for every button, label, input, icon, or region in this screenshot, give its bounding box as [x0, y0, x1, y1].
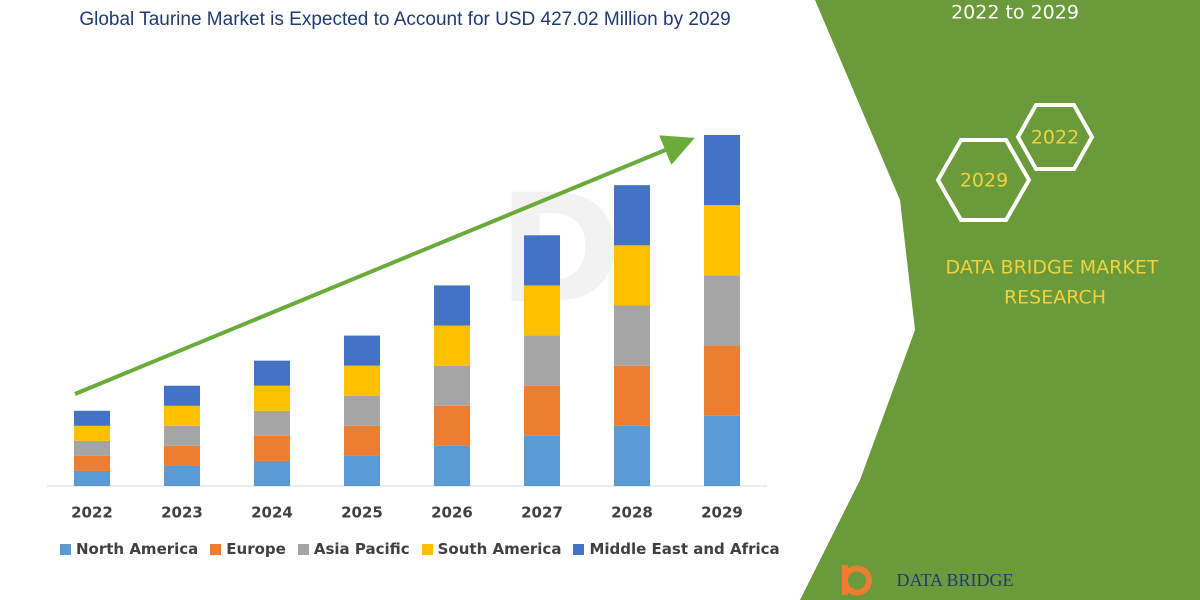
- legend-label: North America: [76, 540, 199, 558]
- x-tick-label: 2023: [161, 504, 203, 522]
- bar-segment: [254, 435, 290, 461]
- legend-swatch: [573, 543, 585, 555]
- bar-segment: [704, 275, 740, 346]
- logo-icon: [842, 565, 872, 596]
- bar-segment: [704, 345, 740, 416]
- legend-item: Middle East and Africa: [573, 540, 780, 558]
- bar-segment: [344, 425, 380, 456]
- x-tick-label: 2026: [431, 504, 473, 522]
- bar-segment: [614, 365, 650, 426]
- trend-arrow: [74, 135, 695, 396]
- bar-segment: [344, 395, 380, 426]
- bar-segment: [614, 245, 650, 306]
- x-tick-label: 2022: [71, 504, 113, 522]
- bar-segment: [74, 425, 110, 441]
- green-panel: [800, 0, 1200, 600]
- bar-segment: [254, 410, 290, 436]
- hexagon: [935, 138, 1032, 222]
- x-tick-label: 2025: [341, 504, 383, 522]
- bar-segment: [344, 455, 380, 486]
- bar-segment: [254, 460, 290, 486]
- bar-segment: [434, 285, 470, 326]
- x-tick-label: 2027: [521, 504, 563, 522]
- legend-label: Asia Pacific: [313, 540, 410, 558]
- x-tick-label: 2028: [611, 504, 653, 522]
- brand: RESEARCH: [1004, 287, 1106, 309]
- hexagon: [1015, 103, 1095, 171]
- bar-segment: [74, 410, 110, 426]
- bar-segment: [164, 405, 200, 426]
- chart-title: Global Taurine Market is Expected to Acc…: [79, 9, 731, 30]
- bar-segment: [74, 440, 110, 456]
- bar-segment: [434, 365, 470, 406]
- bar-segment: [74, 455, 110, 471]
- bar-segment: [254, 360, 290, 386]
- bar-segment: [614, 305, 650, 366]
- bar-segment: [614, 185, 650, 246]
- bar-segment: [164, 445, 200, 466]
- bar-segment: [524, 385, 560, 436]
- bar-segment: [704, 415, 740, 486]
- bar-segment: [254, 385, 290, 411]
- bar-segment: [524, 285, 560, 336]
- legend-label: Middle East and Africa: [589, 540, 780, 558]
- hex-label: 2022: [1031, 127, 1079, 149]
- bar-segment: [434, 445, 470, 486]
- x-tick-label: 2024: [251, 504, 293, 522]
- logo-text: DATA BRIDGE: [896, 570, 1013, 590]
- x-tick-label: 2029: [701, 504, 743, 522]
- legend-item: Asia Pacific: [297, 540, 410, 558]
- bar-segment: [164, 385, 200, 406]
- legend-swatch: [297, 543, 309, 555]
- bar-segment: [524, 435, 560, 486]
- legend: North America Europe Asia Pacific South Ame…: [60, 540, 780, 558]
- legend-swatch: [421, 543, 433, 555]
- legend-item: South America: [421, 540, 562, 558]
- legend-swatch: [60, 543, 71, 555]
- legend-label: Europe: [226, 540, 286, 558]
- bar-segment: [344, 365, 380, 396]
- bar-segment: [344, 335, 380, 366]
- bar-segment: [164, 425, 200, 446]
- legend-label: South America: [437, 540, 562, 558]
- legend-swatch: [210, 543, 222, 555]
- bar-segment: [524, 235, 560, 286]
- bar-segment: [434, 325, 470, 366]
- legend-item: North America: [60, 540, 198, 558]
- bar-segment: [434, 405, 470, 446]
- bar-segment: [524, 335, 560, 386]
- hex-label: 2029: [960, 170, 1008, 192]
- period: 2022 to 2029: [951, 2, 1079, 24]
- legend-item: Europe: [210, 540, 286, 558]
- bar-segment: [614, 425, 650, 486]
- bar-segment: [704, 205, 740, 276]
- brand: DATA BRIDGE MARKET: [946, 257, 1159, 279]
- bar-segment: [74, 470, 110, 486]
- bar-segment: [704, 135, 740, 206]
- bar-segment: [164, 465, 200, 486]
